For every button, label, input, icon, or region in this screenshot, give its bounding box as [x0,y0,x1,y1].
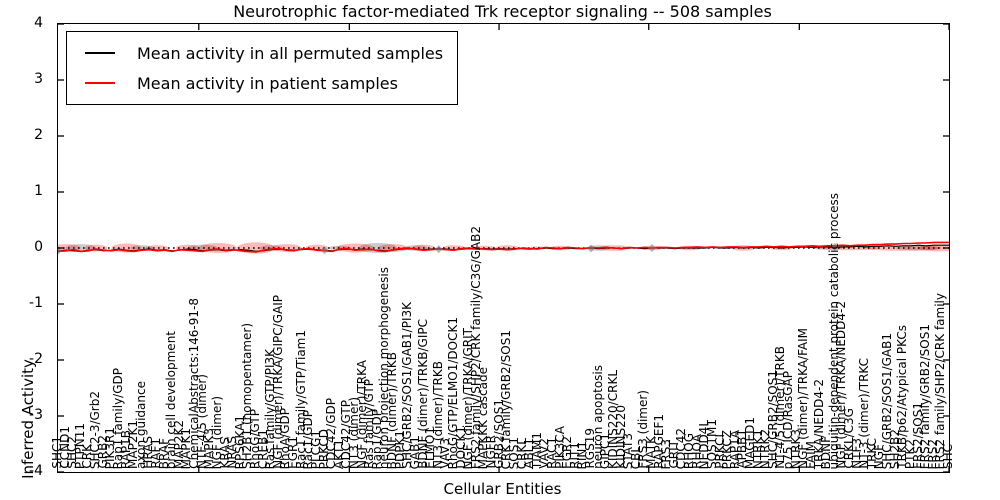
y-tick-label: -3 [29,407,43,423]
legend-label: Mean activity in patient samples [137,73,398,93]
legend-line-red [85,82,115,84]
x-axis-label: Cellular Entities [443,480,562,498]
plot-area: SHC1 CCND1 SHC2 PTPN11 CRK SHC2-3/Grb2 GRB2 PIK… [50,23,955,473]
y-tick-label: -2 [29,351,43,367]
plot-canvas [58,24,949,472]
chart-title: Neurotrophic factor-mediated Trk recepto… [233,2,772,21]
y-tick-label: 2 [34,127,43,143]
x-tick-label: SHC [941,443,955,469]
legend-entry-permuted: Mean activity in all permuted samples [77,38,443,68]
legend-label: Mean activity in all permuted samples [137,43,444,63]
legend-line-black [85,52,115,54]
y-axis-ticks: 4 3 2 1 0 -1 -2 -3 -4 [0,15,50,479]
y-tick-label: -1 [29,295,43,311]
y-tick-label: -4 [29,463,43,479]
y-tick-label: 3 [34,71,43,87]
y-tick-label: 1 [34,183,43,199]
y-tick-label: 4 [34,15,43,31]
legend-entry-patient: Mean activity in patient samples [77,68,443,98]
legend: Mean activity in all permuted samples Me… [66,31,459,105]
y-tick-label: 0 [34,239,43,255]
x-tick-label: FRS2 family/SHP2/CRK family [933,292,948,469]
